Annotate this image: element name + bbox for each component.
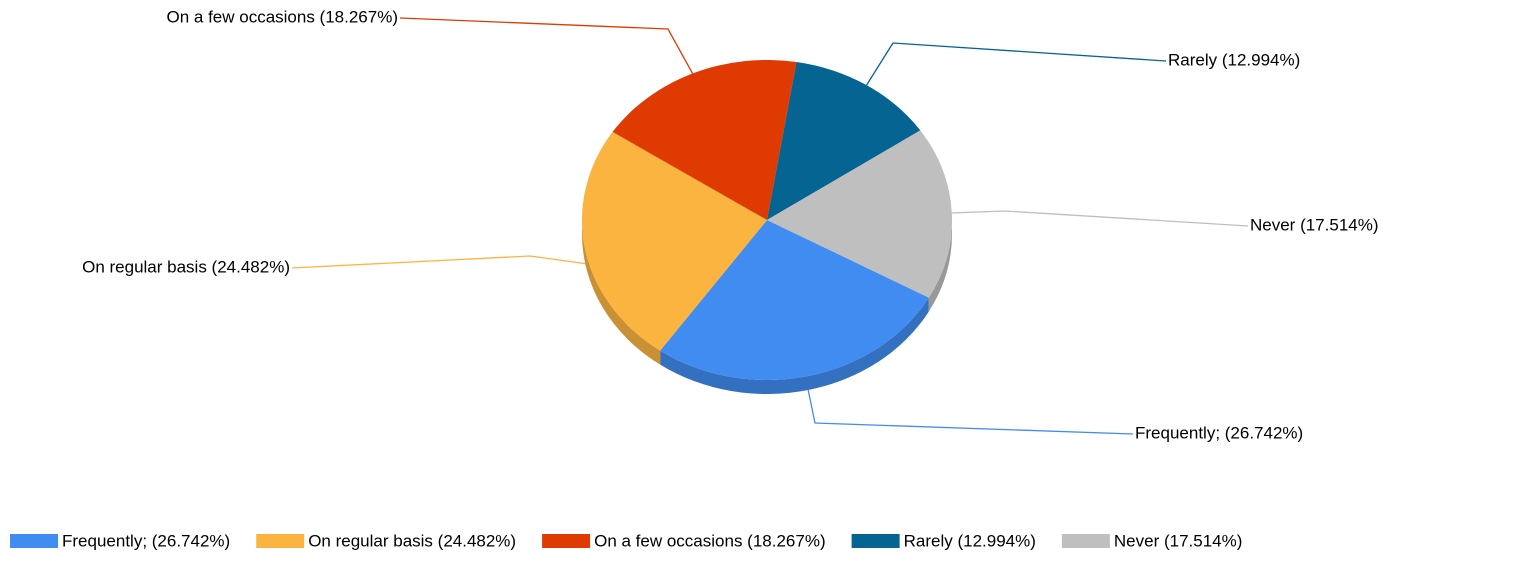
data-label: Frequently; (26.742%) [1135,423,1303,442]
legend-label: Rarely (12.994%) [904,531,1036,550]
slice [767,130,952,298]
leader-line [866,42,1167,86]
slice [582,131,767,351]
legend-swatch [10,534,58,548]
legend-swatch [542,534,591,548]
data-label: On a few occasions (18.267%) [166,7,398,26]
legend-swatch [851,534,900,548]
slice-side [660,297,929,394]
legend-label: On a few occasions (18.267%) [594,531,826,550]
leader-line [291,255,586,269]
slice-side [928,220,952,312]
leader-line [951,210,1249,227]
legend-label: Frequently; (26.742%) [62,531,230,550]
slice-side [582,220,661,365]
data-label: Rarely (12.994%) [1168,50,1300,69]
leader-line [807,389,1134,435]
legend-swatch [1061,534,1110,548]
leader-line [399,17,694,74]
legend-swatch [256,534,305,548]
legend-label: Never (17.514%) [1114,531,1243,550]
slice [767,62,921,221]
data-label: On regular basis (24.482%) [82,257,290,276]
slice [612,60,797,220]
legend-label: On regular basis (24.482%) [308,531,516,550]
slice [660,220,929,380]
data-label: Never (17.514%) [1250,215,1379,234]
